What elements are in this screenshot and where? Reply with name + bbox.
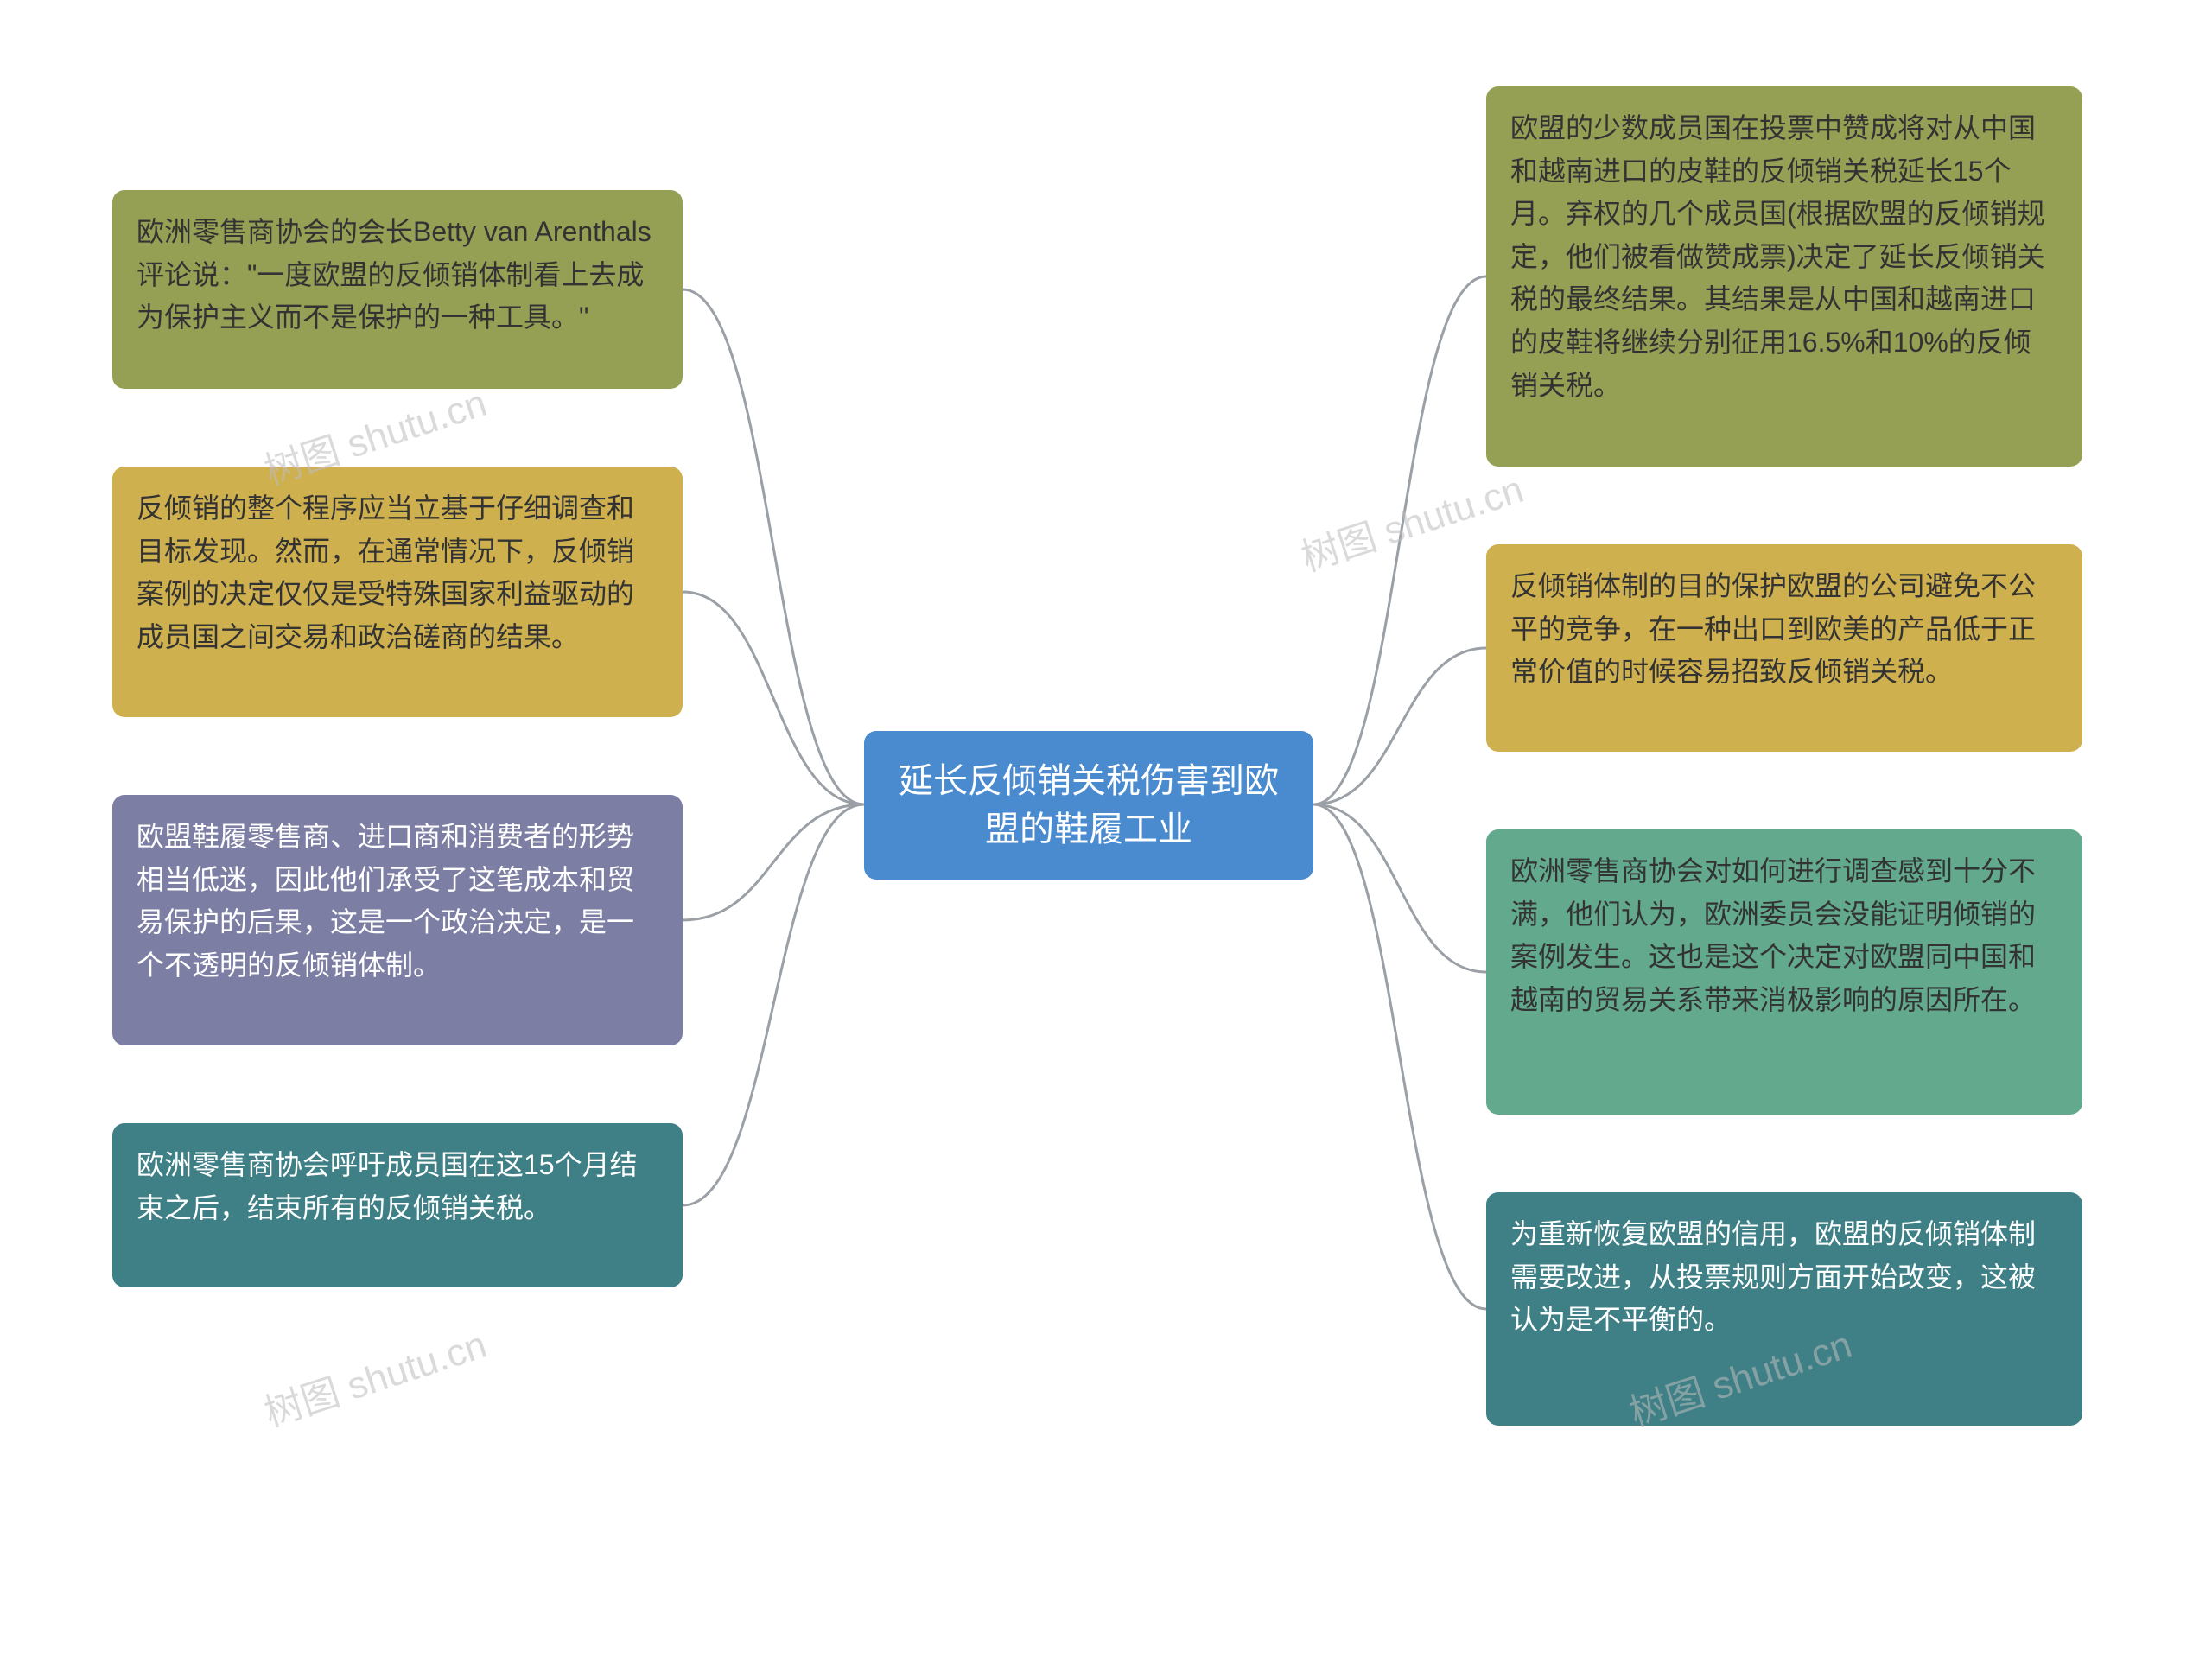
- node-text: 欧洲零售商协会呼吁成员国在这15个月结束之后，结束所有的反倾销关税。: [137, 1149, 638, 1223]
- node-text: 欧盟的少数成员国在投票中赞成将对从中国和越南进口的皮鞋的反倾销关税延长15个月。…: [1510, 112, 2045, 401]
- right-node-3: 欧洲零售商协会对如何进行调查感到十分不满，他们认为，欧洲委员会没能证明倾销的案例…: [1486, 829, 2082, 1115]
- node-text: 为重新恢复欧盟的信用，欧盟的反倾销体制需要改进，从投票规则方面开始改变，这被认为…: [1510, 1218, 2036, 1335]
- node-text: 反倾销的整个程序应当立基于仔细调查和目标发现。然而，在通常情况下，反倾销案例的决…: [137, 492, 634, 652]
- right-node-4: 为重新恢复欧盟的信用，欧盟的反倾销体制需要改进，从投票规则方面开始改变，这被认为…: [1486, 1192, 2082, 1426]
- left-node-3: 欧盟鞋履零售商、进口商和消费者的形势相当低迷，因此他们承受了这笔成本和贸易保护的…: [112, 795, 683, 1045]
- center-node: 延长反倾销关税伤害到欧盟的鞋履工业: [864, 731, 1313, 880]
- node-text: 欧盟鞋履零售商、进口商和消费者的形势相当低迷，因此他们承受了这笔成本和贸易保护的…: [137, 821, 634, 981]
- left-node-4: 欧洲零售商协会呼吁成员国在这15个月结束之后，结束所有的反倾销关税。: [112, 1123, 683, 1287]
- center-text: 延长反倾销关税伤害到欧盟的鞋履工业: [899, 762, 1279, 848]
- node-text: 欧洲零售商协会的会长Betty van Arenthals评论说："一度欧盟的反…: [137, 216, 652, 333]
- node-text: 反倾销体制的目的保护欧盟的公司避免不公平的竞争，在一种出口到欧美的产品低于正常价…: [1510, 570, 2036, 687]
- watermark-text: 树图 shutu.cn: [259, 1324, 492, 1435]
- right-node-2: 反倾销体制的目的保护欧盟的公司避免不公平的竞争，在一种出口到欧美的产品低于正常价…: [1486, 544, 2082, 752]
- mindmap-canvas: 延长反倾销关税伤害到欧盟的鞋履工业 欧洲零售商协会的会长Betty van Ar…: [0, 0, 2212, 1671]
- watermark: 树图 shutu.cn: [257, 1313, 493, 1437]
- node-text: 欧洲零售商协会对如何进行调查感到十分不满，他们认为，欧洲委员会没能证明倾销的案例…: [1510, 855, 2036, 1015]
- left-node-1: 欧洲零售商协会的会长Betty van Arenthals评论说："一度欧盟的反…: [112, 190, 683, 389]
- right-node-1: 欧盟的少数成员国在投票中赞成将对从中国和越南进口的皮鞋的反倾销关税延长15个月。…: [1486, 86, 2082, 467]
- left-node-2: 反倾销的整个程序应当立基于仔细调查和目标发现。然而，在通常情况下，反倾销案例的决…: [112, 467, 683, 717]
